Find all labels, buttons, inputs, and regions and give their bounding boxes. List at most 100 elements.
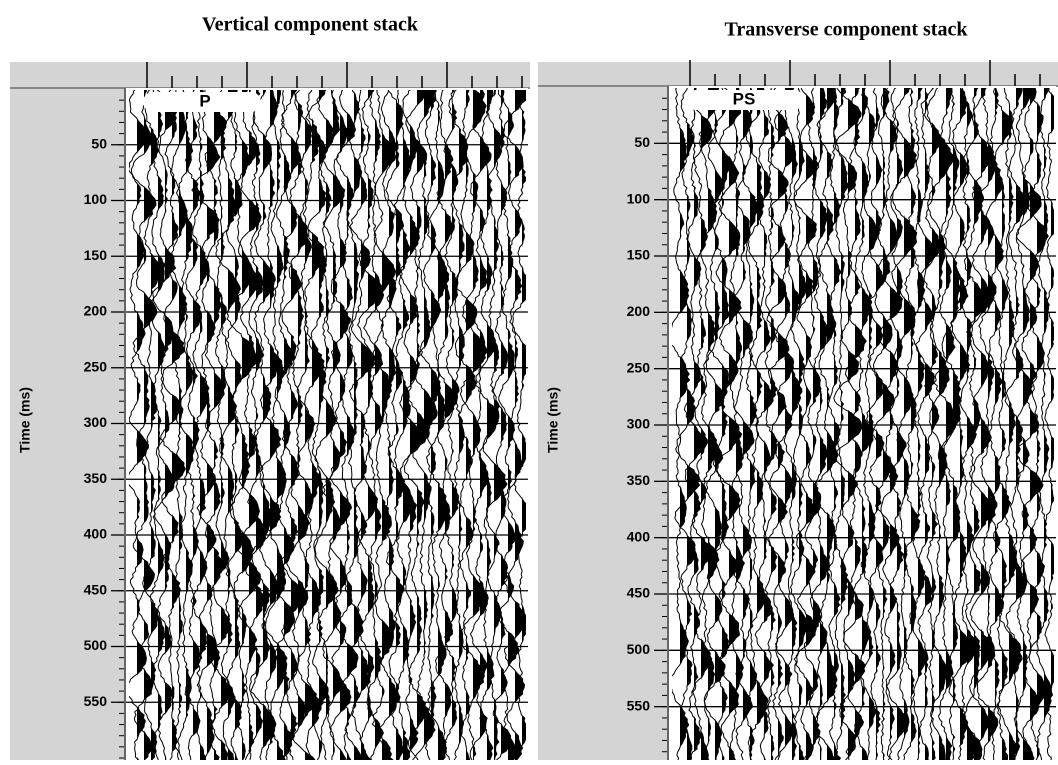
trace-fill [813,88,821,762]
trace-fill [347,90,358,762]
trace-line [754,88,774,762]
trace-line [715,88,743,762]
trace-line [812,88,839,762]
y-tick-label: 500 [627,641,651,657]
trace-line [691,88,714,762]
y-tick-label: 500 [84,637,108,653]
trace-line [833,88,849,762]
y-tick-label: 350 [627,472,651,488]
panel-title: Transverse component stack [725,19,969,41]
trace-fill [298,90,309,762]
axis-background [10,62,125,760]
y-tick-label: 250 [84,358,108,374]
trace-fill [137,90,149,762]
trace-fill [375,90,384,762]
trace-line [920,88,942,762]
trace-fill [228,90,241,762]
trace-fill [263,90,276,762]
trace-fill [200,90,209,762]
y-tick-label: 400 [627,528,651,544]
trace-fill [424,90,438,762]
trace-fill [172,90,186,762]
trace-line [773,88,795,762]
phase-label-box [686,90,804,110]
trace-fill [368,90,382,762]
trace-fill [340,90,352,762]
y-tick-label: 550 [627,697,651,713]
trace-fill [207,90,220,762]
trace-fill [403,90,413,762]
trace-line [872,88,895,762]
trace-fill [249,90,262,762]
trace-line [909,88,926,762]
y-axis-label: Time (ms) [17,387,33,453]
y-tick-label: 300 [627,416,651,432]
trace-fill [480,90,491,762]
trace-line [842,88,867,762]
trace-line [674,88,701,762]
trace-line [1044,88,1054,762]
y-tick-label: 350 [84,470,108,486]
trace-line [866,88,886,762]
trace-fill [326,90,338,762]
trace-fill [792,88,802,762]
phase-label: P [199,91,210,110]
trace-line [984,88,1004,762]
trace-line [926,88,954,762]
trace-line [708,88,730,762]
header-bar [125,62,530,88]
y-tick-label: 450 [84,581,108,597]
trace-fill [158,90,166,762]
trace-fill [256,90,267,762]
trace-fill [277,90,287,762]
axis-background [538,62,668,760]
y-tick-label: 300 [84,414,108,430]
trace-fill [494,90,507,762]
trace-line [683,88,704,762]
trace-line [962,88,987,762]
trace-line [877,88,903,762]
trace-fill [680,88,690,762]
trace-line [833,88,863,762]
y-tick-label: 200 [627,303,651,319]
trace-line [860,88,880,762]
trace-line [742,88,758,762]
trace-fill [522,90,526,762]
phase-label: PS [733,89,756,108]
trace-fill [221,90,232,762]
trace-fill [771,88,778,762]
trace-line [891,88,918,762]
trace-fill [151,90,160,762]
trace-fill [417,90,430,762]
trace-line [703,88,726,762]
trace-line [902,88,921,762]
trace-fill [988,88,998,762]
trace-line [803,88,822,762]
trace-line [1012,88,1035,762]
trace-fill [333,90,345,762]
trace-line [809,88,829,761]
y-tick-label: 150 [84,247,108,263]
y-tick-label: 550 [84,693,108,709]
trace-line [1036,88,1054,762]
y-tick-label: 100 [84,191,108,207]
trace-line [763,88,778,762]
trace-line [992,88,1013,762]
trace-line [733,88,755,762]
trace-fill [438,90,449,762]
trace-fill [960,88,970,762]
trace-fill [445,90,456,762]
trace-line [915,88,936,762]
y-tick-label: 400 [84,526,108,542]
trace-fill [270,90,281,762]
trace-line [698,88,720,762]
trace-line [1026,88,1049,762]
trace-line [729,88,745,762]
trace-line [793,88,817,762]
trace-fill [1037,88,1049,762]
trace-line [744,88,770,762]
trace-fill [487,90,499,762]
y-tick-label: 50 [91,135,107,151]
header-bar [668,62,1058,86]
